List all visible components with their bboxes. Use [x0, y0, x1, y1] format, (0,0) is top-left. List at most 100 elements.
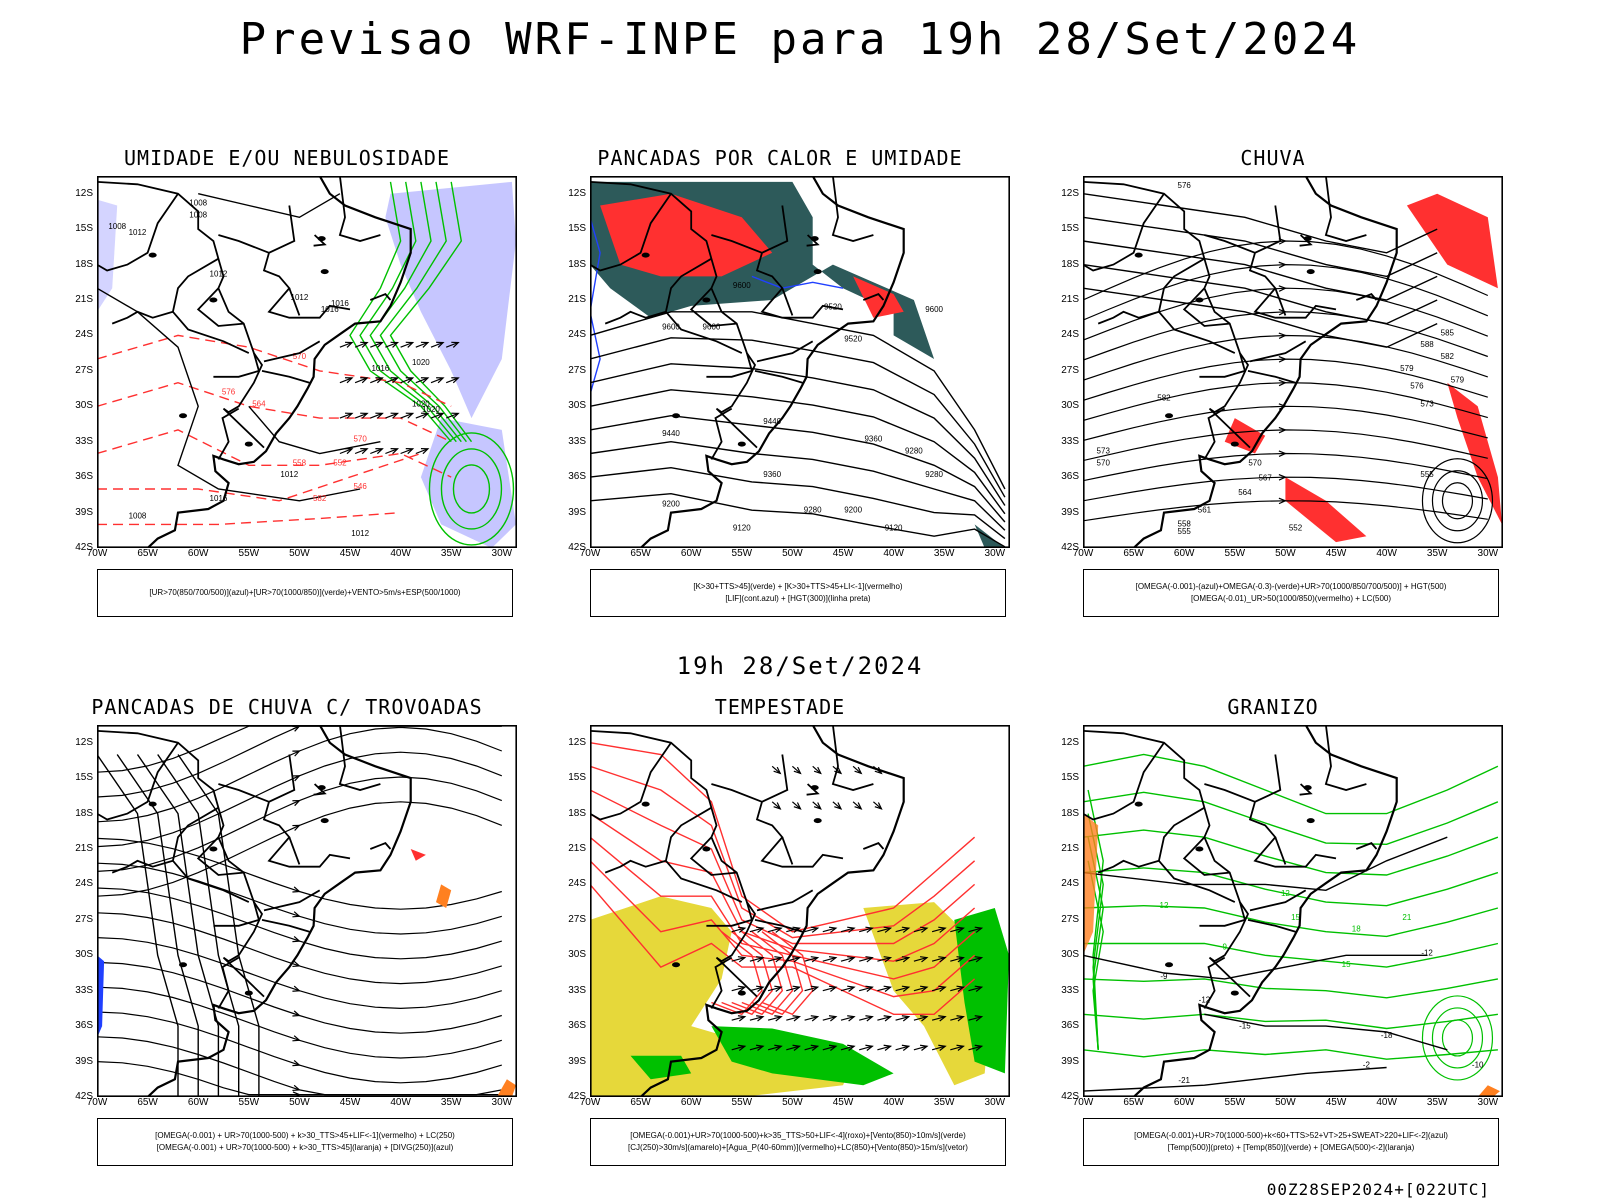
lon-axis: 70W 65W 60W 55W 50W 45W 40W 35W 30W [1073, 548, 1503, 562]
wind-vector [731, 957, 745, 962]
precipitable-water-contour [590, 883, 976, 1015]
wind-vector [931, 957, 946, 962]
lat-tick-label: 18S [568, 807, 586, 819]
country-border [862, 293, 885, 301]
wind-vector [840, 1045, 855, 1051]
coastline [146, 725, 412, 1097]
wind-vector [792, 765, 801, 774]
wind-vector [731, 1045, 745, 1051]
wind-vector [877, 986, 891, 992]
lon-axis: 70W 65W 60W 55W 50W 45W 40W 35W 30W [87, 1097, 517, 1111]
wind-vector [430, 412, 444, 419]
streamline-arrow [901, 956, 911, 963]
humidity-area-upper [97, 199, 118, 312]
wind-vector [400, 341, 414, 348]
lat-tick-label: 30S [75, 949, 93, 961]
lake [148, 252, 157, 258]
streamline-arrow [737, 956, 747, 963]
streamline [1083, 240, 1438, 301]
lon-tick-label: 35W [440, 1097, 462, 1108]
country-border [664, 806, 743, 903]
wind-vector [895, 1045, 909, 1051]
wind-vector [895, 1016, 909, 1021]
wind-vector [731, 1016, 745, 1021]
humidity-area-upper [420, 418, 516, 548]
streamline-arrow [375, 412, 384, 419]
streamline-arrow [901, 985, 911, 992]
lat-tick-label: 21S [1061, 843, 1079, 854]
streamline-arrow [865, 1044, 874, 1052]
streamline-arrow [1278, 474, 1287, 481]
wind-vector [354, 448, 368, 455]
wind-vector [859, 986, 873, 992]
contour-label: -12 [1199, 996, 1211, 1005]
streamline-arrow [1278, 426, 1287, 434]
wind-vector [445, 412, 459, 419]
contour-label: 9200 [844, 506, 862, 515]
lon-tick-label: 65W [137, 548, 158, 559]
temp850-contour [1083, 942, 1499, 968]
streamline-arrow [874, 802, 883, 810]
streamline-arrow [420, 447, 430, 455]
lake [813, 818, 822, 824]
streamline-arrow [793, 802, 802, 810]
humidity-contour-low [369, 181, 462, 443]
lat-tick-label: 12S [1061, 187, 1079, 199]
lake [148, 801, 157, 807]
country-border [1083, 730, 1251, 998]
streamline-arrow [901, 1015, 911, 1022]
country-border [1324, 725, 1367, 791]
streamline [97, 961, 502, 1034]
cyclone-streamline [1431, 470, 1484, 532]
lon-tick-label: 30W [984, 548, 1006, 559]
streamline-arrow [865, 985, 874, 992]
wind-vector [840, 1016, 855, 1021]
precipitable-water-contour [590, 813, 976, 962]
legend-line: [LIF](cont.azul) + [HGT(300)](linha pret… [725, 594, 871, 603]
contour-label: 558 [1178, 520, 1192, 529]
instability-area [496, 1079, 516, 1097]
streamline-arrow [420, 412, 430, 419]
contour-label: 570 [1097, 458, 1111, 467]
lon-tick-label: 40W [883, 548, 904, 559]
contour-label: 9440 [763, 417, 781, 426]
wind-vector [400, 448, 414, 455]
streamline-arrow [773, 802, 782, 810]
streamline-arrow [756, 985, 765, 992]
streamline-arrow [792, 1044, 801, 1052]
wind-vector [873, 801, 882, 810]
streamline [1083, 216, 1438, 278]
wind-vector [877, 1016, 891, 1021]
wind-vector [859, 957, 873, 962]
wind-vector [339, 341, 353, 348]
streamline-arrow [292, 911, 301, 918]
contour-label: 570 [293, 352, 307, 361]
contour-label: 1020 [422, 405, 440, 414]
wind-vector [385, 341, 398, 348]
lat-tick-label: 21S [1061, 294, 1079, 305]
country-border [711, 783, 763, 803]
lon-tick-label: 60W [1173, 548, 1195, 559]
lake [810, 236, 819, 242]
streamline-arrow [1278, 450, 1287, 457]
panel-title: PANCADAS DE CHUVA C/ TROVOADAS [91, 695, 483, 719]
wind-vector [968, 927, 982, 933]
country-border [1274, 287, 1287, 316]
streamline-arrow [292, 799, 301, 807]
wind-vector [804, 986, 818, 992]
hgt300-contour [590, 492, 1006, 548]
lake [320, 818, 329, 824]
lat-tick-label: 24S [568, 329, 586, 341]
streamline-arrow [292, 824, 301, 831]
streamline-arrow [956, 956, 965, 963]
contour-label: 9120 [885, 523, 903, 532]
streamline-arrow [292, 1010, 301, 1017]
streamline-arrow [292, 775, 301, 782]
wind-vector [354, 341, 368, 348]
streamline-arrow [865, 926, 874, 933]
temp850-contour [1421, 995, 1494, 1081]
temp850-contour [1087, 860, 1104, 1050]
lat-tick-label: 39S [75, 1055, 93, 1067]
streamline-arrow [292, 1060, 301, 1067]
map-frame [1083, 176, 1503, 548]
